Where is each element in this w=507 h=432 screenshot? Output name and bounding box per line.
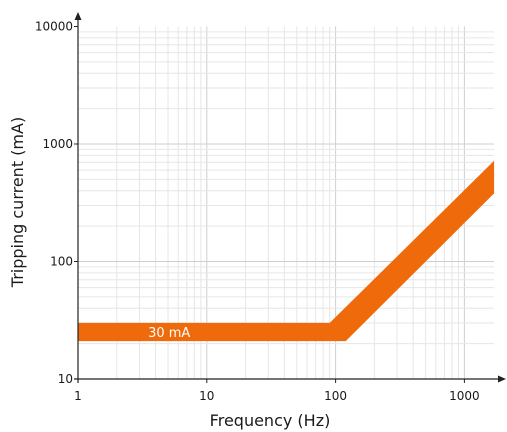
x-tick-label: 10	[199, 389, 214, 403]
x-tick-labels: 1 10 100 1000	[74, 389, 479, 403]
y-tick-label: 1000	[42, 137, 73, 151]
y-tick-label: 10	[58, 372, 73, 386]
axes	[74, 12, 506, 383]
x-tick-label: 1000	[449, 389, 480, 403]
y-axis-title: Tripping current (mA)	[8, 117, 27, 288]
x-tick-label: 1	[74, 389, 82, 403]
x-tick-label: 100	[324, 389, 347, 403]
grid	[78, 26, 495, 379]
y-tick-label: 100	[50, 255, 73, 269]
x-axis-title: Frequency (Hz)	[210, 411, 331, 430]
y-tick-labels: 10 100 1000 10000	[35, 20, 73, 387]
tripping-current-band	[78, 160, 495, 342]
band-label: 30 mA	[148, 326, 190, 341]
y-axis-arrow	[74, 12, 82, 20]
x-axis-arrow	[498, 375, 506, 383]
y-tick-label: 10000	[35, 20, 73, 34]
